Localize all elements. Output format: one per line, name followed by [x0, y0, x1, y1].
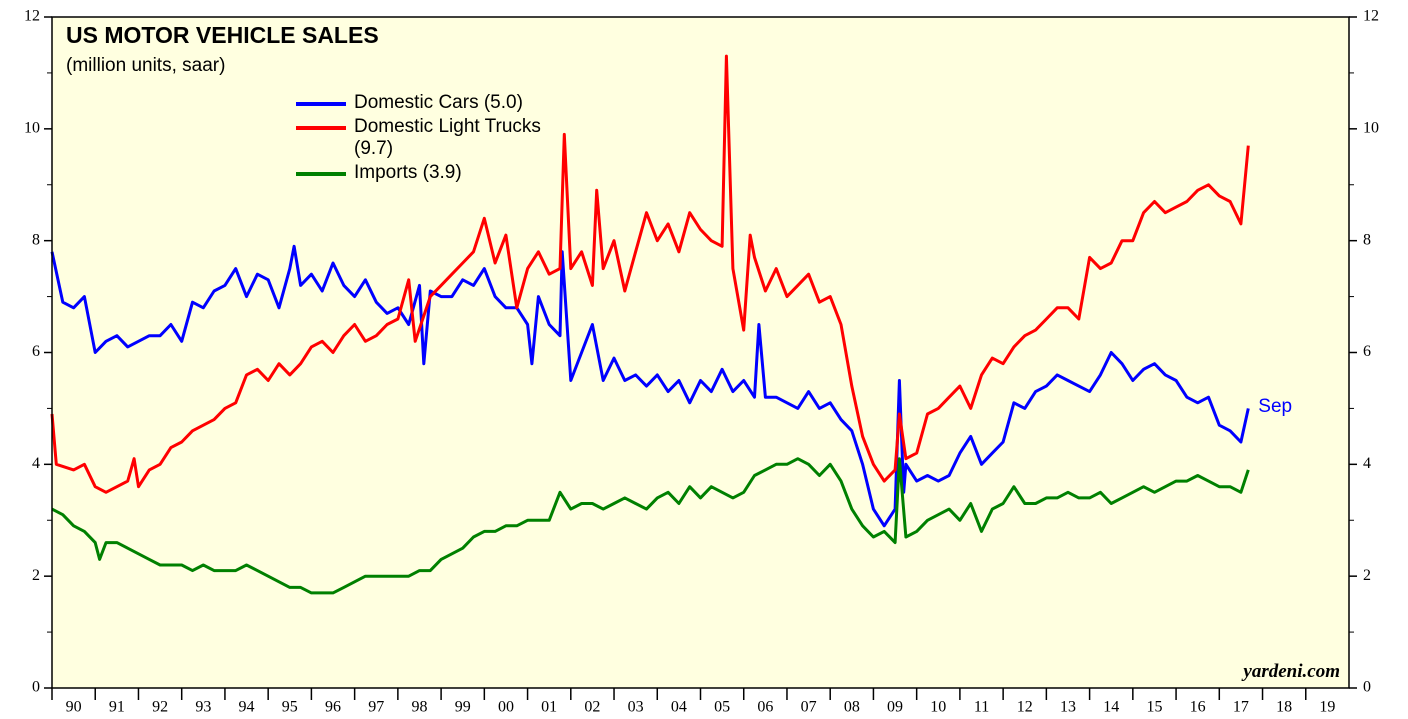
y2-tick-label: 4	[1363, 455, 1371, 472]
x-tick-label: 96	[325, 699, 341, 716]
x-tick-label: 91	[109, 699, 125, 716]
legend-label: Domestic Cars (5.0)	[354, 92, 523, 113]
x-tick-label: 14	[1103, 699, 1119, 716]
x-tick-label: 08	[844, 699, 860, 716]
x-tick-label: 19	[1319, 699, 1335, 716]
x-tick-label: 04	[671, 699, 687, 716]
plot-area	[52, 17, 1349, 688]
x-tick-label: 97	[368, 699, 384, 716]
y-tick-label: 0	[32, 679, 40, 696]
x-tick-label: 92	[152, 699, 168, 716]
source: yardeni.com	[1243, 661, 1340, 682]
legend: Domestic Cars (5.0) Domestic Light Trucks…	[296, 92, 544, 186]
x-tick-label: 02	[584, 699, 600, 716]
chart-title: US MOTOR VEHICLE SALES	[66, 22, 379, 48]
x-tick-label: 03	[628, 699, 644, 716]
series-line	[50, 244, 1250, 528]
plot-frame	[51, 16, 1350, 689]
x-tick-label: 90	[66, 699, 82, 716]
y2-tick-label: 2	[1363, 567, 1371, 584]
legend-label: Domestic Light Trucks (9.7)	[354, 116, 541, 159]
legend-item: Domestic Light Trucks (9.7)	[296, 116, 544, 160]
y-tick-label: 4	[32, 455, 40, 472]
legend-swatch	[296, 172, 346, 176]
x-tick-label: 13	[1060, 699, 1076, 716]
x-tick-label: 18	[1276, 699, 1292, 716]
x-tick-label: 95	[282, 699, 298, 716]
x-tick-label: 93	[195, 699, 211, 716]
x-tick-label: 06	[757, 699, 773, 716]
x-tick-label: 00	[498, 699, 514, 716]
y-tick-label: 8	[32, 231, 40, 248]
x-tick-label: 11	[974, 699, 989, 716]
series-line	[50, 54, 1250, 494]
x-tick-label: 12	[1017, 699, 1033, 716]
chart-subtitle: (million units, saar)	[66, 55, 226, 76]
x-tick-label: 07	[801, 699, 817, 716]
annotation: Sep	[1258, 396, 1293, 418]
y-tick-label: 6	[32, 343, 40, 360]
x-tick-label: 99	[455, 699, 471, 716]
legend-item: Imports (3.9)	[296, 162, 544, 184]
x-tick-label: 15	[1146, 699, 1162, 716]
legend-item: Domestic Cars (5.0)	[296, 92, 544, 114]
x-tick-label: 01	[541, 699, 557, 716]
x-tick-label: 09	[887, 699, 903, 716]
legend-swatch	[296, 102, 346, 106]
y2-tick-label: 0	[1363, 679, 1371, 696]
y-tick-label: 2	[32, 567, 40, 584]
x-tick-label: 10	[930, 699, 946, 716]
y2-tick-label: 6	[1363, 343, 1371, 360]
y2-tick-label: 8	[1363, 231, 1371, 248]
y-tick-label: 10	[24, 120, 40, 137]
x-tick-label: 05	[714, 699, 730, 716]
x-tick-label: 16	[1190, 699, 1206, 716]
legend-label: Imports (3.9)	[354, 162, 462, 183]
x-tick-label: 94	[239, 699, 255, 716]
x-tick-label: 17	[1233, 699, 1249, 716]
x-tick-label: 98	[411, 699, 427, 716]
y2-tick-label: 10	[1363, 120, 1379, 137]
series-line	[51, 457, 1250, 595]
y2-tick-label: 12	[1363, 8, 1379, 25]
legend-swatch	[296, 126, 346, 130]
y-tick-label: 12	[24, 8, 40, 25]
